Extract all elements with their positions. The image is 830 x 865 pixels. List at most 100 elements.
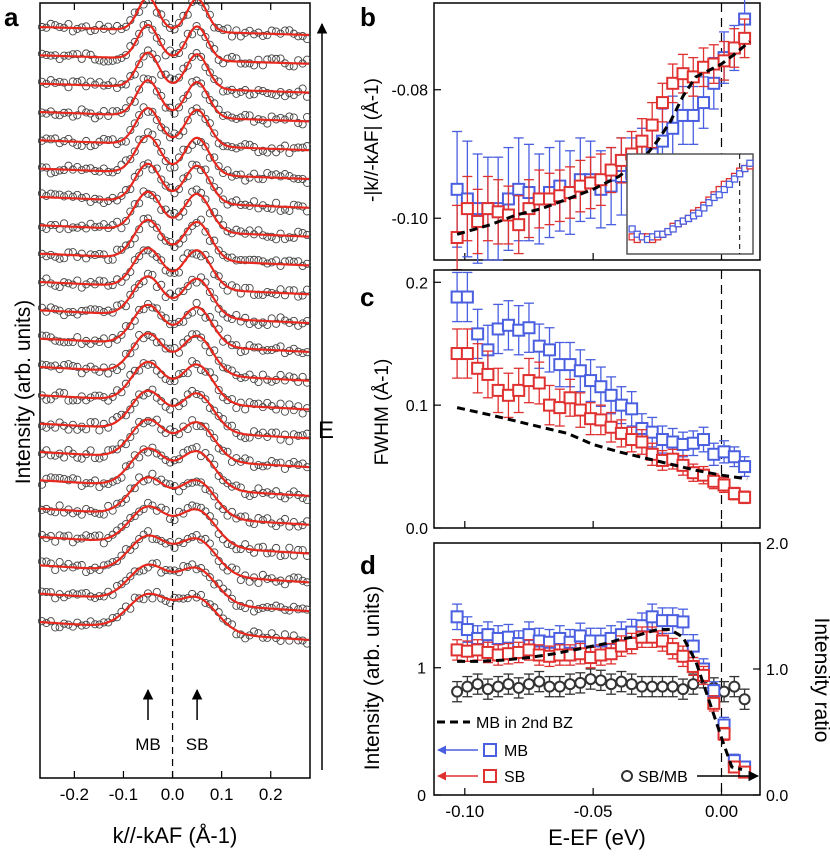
sb-point — [522, 202, 536, 216]
panel-label-d: d — [360, 550, 376, 580]
data-point — [135, 390, 144, 399]
data-point — [121, 576, 130, 585]
legend-label-mb-2nd-bz: MB in 2nd BZ — [476, 715, 573, 732]
mb-point — [522, 321, 536, 335]
data-point — [289, 233, 298, 242]
data-point — [95, 565, 104, 574]
data-point — [267, 629, 276, 638]
data-point — [157, 147, 166, 156]
sb-point — [676, 649, 690, 663]
data-point — [126, 72, 135, 81]
data-point — [201, 367, 210, 376]
sb-point — [717, 478, 731, 492]
data-point — [77, 306, 86, 316]
data-point — [86, 446, 95, 455]
data-point — [42, 360, 51, 370]
data-point — [42, 587, 51, 597]
data-point — [258, 462, 267, 471]
ratio-point — [564, 678, 577, 691]
data-point — [254, 174, 263, 183]
data-point — [205, 40, 214, 49]
data-point — [55, 77, 64, 86]
ratio-point — [522, 678, 535, 691]
data-point — [289, 200, 298, 209]
data-point — [90, 593, 100, 602]
data-point — [285, 459, 294, 469]
mb-2nd-bz-line — [457, 628, 743, 771]
data-point — [51, 305, 60, 314]
data-point — [263, 203, 272, 212]
data-point — [241, 59, 250, 68]
data-point — [117, 551, 126, 560]
data-point — [86, 566, 95, 575]
data-point — [113, 499, 122, 508]
fit-curve — [39, 592, 310, 641]
data-point — [108, 168, 117, 177]
data-point — [280, 349, 290, 358]
data-point — [294, 431, 303, 440]
data-point — [117, 191, 126, 200]
data-point — [68, 50, 77, 59]
data-point — [135, 168, 144, 177]
sb-point — [666, 642, 680, 656]
data-point — [95, 482, 104, 492]
data-point — [73, 590, 82, 599]
data-point — [60, 453, 69, 462]
data-point — [37, 360, 47, 369]
data-point — [210, 492, 219, 501]
sb-point — [594, 413, 608, 427]
data-point — [214, 246, 223, 255]
data-point — [298, 604, 307, 613]
data-point — [55, 139, 64, 148]
sb-point — [563, 391, 577, 405]
data-point — [188, 0, 197, 6]
data-point — [73, 362, 82, 371]
data-point — [179, 286, 188, 296]
data-point — [205, 429, 214, 438]
sb-point — [512, 383, 526, 397]
data-point — [280, 630, 290, 639]
data-point — [227, 594, 236, 603]
data-point — [174, 18, 183, 28]
data-point — [130, 147, 139, 156]
ratio-point — [625, 678, 638, 691]
sb-point — [707, 696, 721, 710]
data-point — [161, 236, 170, 245]
data-point — [135, 252, 144, 261]
sb-point — [655, 634, 669, 648]
sb-point — [645, 118, 659, 132]
data-point — [73, 618, 82, 627]
data-point — [104, 22, 113, 31]
y-tick-label-right: 1.0 — [766, 662, 788, 679]
data-point — [86, 50, 95, 59]
data-point — [276, 54, 285, 63]
sb-point — [738, 31, 752, 45]
data-point — [210, 433, 219, 443]
y-tick-label-right: 0.0 — [766, 788, 788, 805]
data-point — [276, 399, 285, 408]
mb-point — [543, 343, 557, 357]
mb-point — [738, 460, 752, 474]
data-point — [86, 142, 95, 151]
data-point — [258, 570, 267, 579]
y-tick-label-right: 2.0 — [766, 536, 788, 553]
data-point — [51, 21, 60, 30]
data-point — [196, 79, 206, 88]
data-point — [73, 111, 82, 120]
data-point — [148, 107, 157, 116]
sb-point — [460, 347, 474, 361]
data-point — [249, 197, 259, 206]
fit-curve — [39, 0, 310, 37]
legend-marker-mb — [483, 743, 497, 757]
data-point — [68, 337, 77, 347]
ratio-point — [481, 683, 494, 696]
fit-curve — [39, 447, 310, 497]
data-point — [174, 48, 183, 58]
data-point — [219, 476, 228, 485]
data-point — [210, 548, 219, 557]
data-point — [210, 75, 219, 84]
data-point — [232, 26, 241, 35]
data-point — [249, 117, 259, 126]
x-tick-label: -0.10 — [445, 802, 484, 821]
data-point — [285, 437, 294, 446]
